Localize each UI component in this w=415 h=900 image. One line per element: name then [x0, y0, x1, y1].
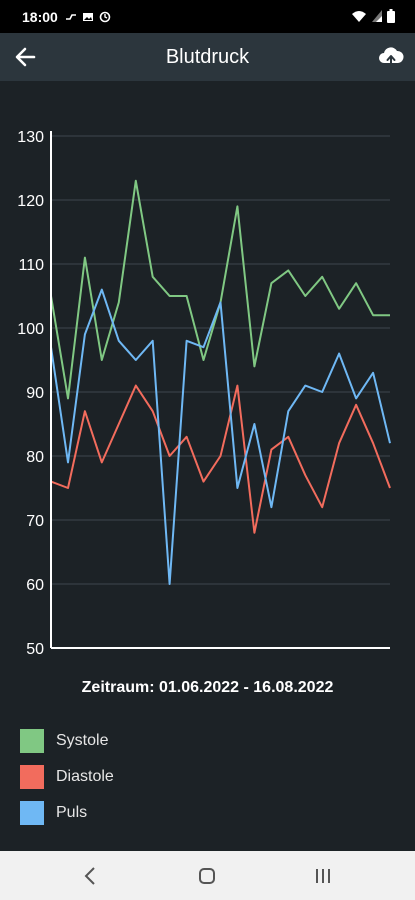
signal-icon	[372, 10, 382, 22]
chevron-left-icon	[84, 867, 95, 885]
status-bar: 18:00	[0, 0, 415, 33]
legend-swatch-puls	[20, 801, 44, 825]
image-icon	[82, 12, 93, 21]
battery-icon	[387, 9, 395, 23]
nav-recents-button[interactable]	[308, 863, 338, 889]
series-line-puls	[50, 288, 391, 585]
status-time: 18:00	[22, 8, 58, 25]
nav-back-button[interactable]	[76, 863, 106, 889]
legend-swatch-diastole	[20, 765, 44, 789]
recents-icon	[316, 869, 330, 883]
y-tick-label-60: 60	[26, 577, 44, 594]
notification-icon	[65, 13, 76, 20]
y-tick-label-120: 120	[17, 193, 44, 210]
legend-item-diastole: Diastole	[20, 765, 114, 789]
home-icon	[199, 868, 215, 884]
page-title: Blutdruck	[165, 45, 250, 68]
legend-label-diastole: Diastole	[56, 768, 114, 785]
back-button[interactable]	[13, 44, 39, 70]
legend-label-puls: Puls	[56, 804, 88, 821]
wifi-icon	[352, 11, 366, 22]
arrow-left-icon	[15, 47, 36, 67]
system-nav-bar	[0, 851, 415, 900]
chart-area: 50 60 70 80 90 100 110 120 130	[0, 81, 415, 851]
cloud-upload-icon	[379, 47, 404, 66]
y-tick-label-100: 100	[17, 321, 44, 338]
period-label: Zeitraum: 01.06.2022 - 16.08.2022	[81, 679, 334, 696]
y-tick-label-130: 130	[17, 129, 44, 146]
y-tick-label-110: 110	[18, 257, 44, 274]
cloud-upload-button[interactable]	[377, 43, 405, 71]
blood-pressure-chart: 50 60 70 80 90 100 110 120 130	[17, 129, 391, 658]
y-tick-label-50: 50	[26, 641, 44, 658]
y-tick-label-80: 80	[26, 449, 44, 466]
legend-item-systole: Systole	[20, 729, 108, 753]
sync-icon	[99, 11, 111, 22]
legend-item-puls: Puls	[20, 801, 87, 825]
series-line-diastole	[50, 384, 391, 534]
y-tick-label-90: 90	[26, 385, 44, 402]
y-tick-label-70: 70	[26, 513, 44, 530]
app-bar: Blutdruck	[0, 33, 415, 81]
nav-home-button[interactable]	[192, 863, 222, 889]
legend-swatch-systole	[20, 729, 44, 753]
legend-label-systole: Systole	[56, 732, 109, 749]
